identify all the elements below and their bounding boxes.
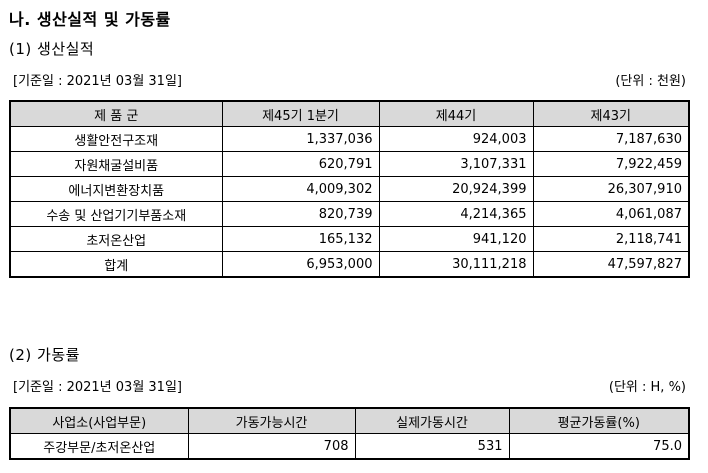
cell-period-45-q1: 1,337,036 <box>221 126 380 152</box>
production-unit-label: (단위 : 천원) <box>615 74 686 89</box>
column-header-product-group: 제 품 군 <box>9 100 223 127</box>
row-label: 에너지변환장치품 <box>9 176 223 202</box>
table-header-row: 제 품 군 제45기 1분기 제44기 제43기 <box>9 100 690 127</box>
cell-average-utilization: 75.0 <box>508 433 690 460</box>
cell-period-45-q1: 4,009,302 <box>221 176 380 202</box>
cell-period-44: 30,111,218 <box>378 251 534 278</box>
cell-period-43: 47,597,827 <box>532 251 690 278</box>
column-header-available-hours: 가동가능시간 <box>187 407 356 434</box>
production-heading: (1) 생산실적 <box>9 40 95 58</box>
table-row: 생활안전구조재 1,337,036 924,003 7,187,630 <box>9 126 690 152</box>
column-header-period-44: 제44기 <box>378 100 534 127</box>
cell-period-44: 20,924,399 <box>378 176 534 202</box>
cell-period-43: 26,307,910 <box>532 176 690 202</box>
cell-available-hours: 708 <box>187 433 356 460</box>
row-label: 초저온산업 <box>9 226 223 252</box>
column-header-period-45-q1: 제45기 1분기 <box>221 100 380 127</box>
cell-period-45-q1: 620,791 <box>221 151 380 177</box>
table-total-row: 합계 6,953,000 30,111,218 47,597,827 <box>9 251 690 278</box>
column-header-business-site: 사업소(사업부문) <box>9 407 189 434</box>
utilization-unit-label: (단위 : H, %) <box>608 380 686 395</box>
table-row: 주강부문/초저온산업 708 531 75.0 <box>9 433 690 460</box>
cell-period-44: 924,003 <box>378 126 534 152</box>
cell-period-43: 7,922,459 <box>532 151 690 177</box>
column-header-actual-hours: 실제가동시간 <box>354 407 510 434</box>
row-label: 주강부문/초저온산업 <box>9 433 189 460</box>
row-label: 자원채굴설비품 <box>9 151 223 177</box>
production-date-label: [기준일 : 2021년 03월 31일] <box>13 74 182 89</box>
cell-period-45-q1: 820,739 <box>221 201 380 227</box>
cell-period-43: 2,118,741 <box>532 226 690 252</box>
table-row: 수송 및 산업기기부품소재 820,739 4,214,365 4,061,08… <box>9 201 690 227</box>
column-header-period-43: 제43기 <box>532 100 690 127</box>
cell-period-43: 4,061,087 <box>532 201 690 227</box>
section-title: 나. 생산실적 및 가동률 <box>9 10 171 29</box>
column-header-average-utilization: 평균가동률(%) <box>508 407 690 434</box>
cell-period-44: 3,107,331 <box>378 151 534 177</box>
table-header-row: 사업소(사업부문) 가동가능시간 실제가동시간 평균가동률(%) <box>9 407 690 434</box>
utilization-date-label: [기준일 : 2021년 03월 31일] <box>13 380 182 395</box>
cell-actual-hours: 531 <box>354 433 510 460</box>
cell-period-43: 7,187,630 <box>532 126 690 152</box>
row-label-total: 합계 <box>9 251 223 278</box>
utilization-heading: (2) 가동률 <box>9 346 80 364</box>
row-label: 생활안전구조재 <box>9 126 223 152</box>
table-row: 자원채굴설비품 620,791 3,107,331 7,922,459 <box>9 151 690 177</box>
production-table: 제 품 군 제45기 1분기 제44기 제43기 생활안전구조재 1,337,0… <box>9 100 690 278</box>
row-label: 수송 및 산업기기부품소재 <box>9 201 223 227</box>
cell-period-45-q1: 165,132 <box>221 226 380 252</box>
cell-period-44: 4,214,365 <box>378 201 534 227</box>
utilization-table: 사업소(사업부문) 가동가능시간 실제가동시간 평균가동률(%) 주강부문/초저… <box>9 407 690 460</box>
table-row: 에너지변환장치품 4,009,302 20,924,399 26,307,910 <box>9 176 690 202</box>
table-row: 초저온산업 165,132 941,120 2,118,741 <box>9 226 690 252</box>
cell-period-45-q1: 6,953,000 <box>221 251 380 278</box>
cell-period-44: 941,120 <box>378 226 534 252</box>
